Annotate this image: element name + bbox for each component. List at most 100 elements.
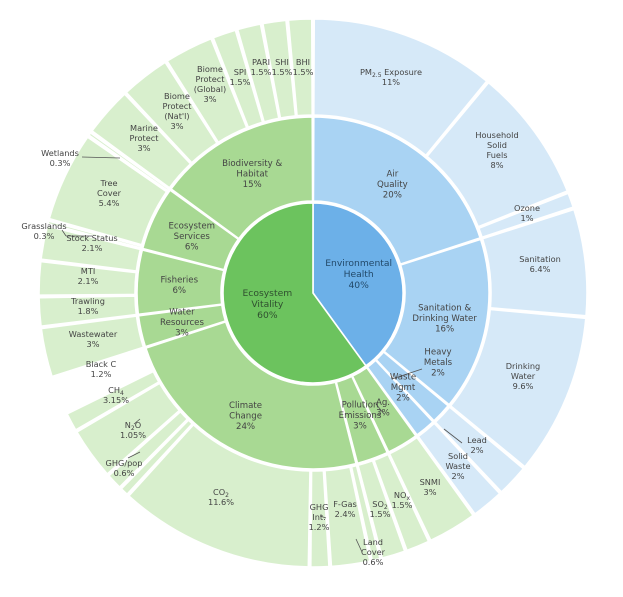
core-segment-eco: [222, 202, 368, 384]
middle-label-es: Ecosystem Services 6%: [169, 221, 215, 252]
middle-label-hm: Heavy Metals 2%: [424, 348, 453, 379]
outer-segment-pm: [312, 18, 488, 157]
outer-label-n2o: N2O 1.05%: [120, 420, 146, 440]
outer-segment-sw: [417, 422, 501, 516]
outer-label-wl: Wetlands 0.3%: [41, 148, 79, 168]
leader-ghg-int: [319, 515, 327, 519]
outer-label-pm: PM2.5 Exposure 11%: [360, 67, 422, 87]
outer-segment-pari: [236, 23, 280, 123]
outer-label-ww: Wastewater 3%: [69, 329, 118, 349]
leader-waste-mgmt: [391, 368, 423, 380]
outer-segment-ghgi: [309, 469, 330, 568]
outer-segment-lc: [350, 464, 381, 562]
outer-label-sa: Sanitation 6.4%: [519, 254, 561, 274]
middle-segment-wr: [137, 304, 227, 348]
middle-label-cc: Climate Change 24%: [229, 401, 262, 432]
outer-segment-hsf: [425, 81, 569, 228]
leader-lines: [61, 156, 463, 553]
core-segment-env: [312, 202, 404, 367]
outer-label-bpn: Biome Protect (Nat'l) 3%: [163, 91, 193, 131]
outer-segment-ch4: [75, 382, 181, 476]
outer-label-lc: Land Cover 0.6%: [361, 537, 386, 567]
outer-label-ch4: CH4 3.15%: [103, 385, 129, 405]
outer-segment-ld: [434, 405, 525, 494]
outer-segment-bpn: [125, 61, 219, 164]
middle-segment-san: [383, 238, 490, 406]
outer-segment-tc: [48, 136, 168, 246]
middle-label-san: Sanitation & Drinking Water 16%: [412, 304, 477, 335]
leader-ghg-pop: [127, 451, 141, 459]
outer-segment-bc: [66, 370, 160, 432]
outer-segment-ss: [40, 225, 142, 272]
outer-label-fg: F-Gas 2.4%: [333, 499, 357, 519]
outer-segment-sa: [481, 208, 588, 317]
core-ring: [222, 202, 404, 384]
outer-label-ss: Stock Status 2.1%: [66, 233, 117, 253]
middle-segment-ag: [351, 366, 417, 453]
outer-segment-shi: [261, 19, 297, 119]
outer-label-sw: Solid Waste 2%: [445, 451, 470, 481]
outer-label-bpg: Biome Protect (Global) 3%: [194, 64, 227, 104]
outer-label-bhi: BHI 1.5%: [293, 57, 314, 77]
outer-label-bc: Black C 1.2%: [86, 359, 117, 379]
outer-label-mp: Marine Protect 3%: [130, 123, 160, 153]
leader-ag: [375, 403, 385, 415]
core-label-env: Environmental Health 40%: [325, 258, 392, 291]
outer-segment-snmi: [388, 436, 475, 542]
outer-label-pari: PARI 1.5%: [251, 57, 272, 77]
outer-label-ghgi: GHG Int. 1.2%: [309, 502, 330, 532]
outer-label-tr: Trawling 1.8%: [70, 296, 105, 316]
middle-label-ag: Ag. 3%: [376, 398, 390, 419]
middle-segment-air: [312, 116, 482, 266]
middle-label-pe: Pollution Emissions 3%: [339, 401, 382, 432]
middle-segment-wm: [366, 359, 435, 437]
outer-segment-ww: [40, 315, 145, 378]
core-label-eco: Ecosystem Vitality 60%: [242, 288, 292, 321]
outer-segment-spi: [212, 29, 264, 129]
outer-label-spi: SPI 1.5%: [230, 67, 251, 87]
outer-label-ld: Lead 2%: [467, 435, 487, 455]
outer-label-snmi: SNMI 3%: [420, 477, 441, 497]
leader-wetlands: [81, 156, 121, 159]
outer-segment-co2: [127, 423, 311, 568]
outer-label-so2: SO2 1.5%: [370, 499, 391, 519]
outer-label-gl: Grasslands 0.3%: [21, 221, 66, 241]
outer-segment-tr: [38, 295, 138, 328]
middle-segment-hm: [375, 350, 450, 422]
middle-segment-bh: [169, 116, 314, 240]
middle-ring: [136, 116, 490, 470]
middle-label-wr: Water Resources 3%: [160, 308, 204, 339]
outer-segment-fg: [324, 466, 371, 568]
middle-segment-pe: [335, 375, 389, 465]
leader-lead: [443, 428, 463, 444]
leader-n2o: [133, 418, 141, 425]
outer-segment-mp: [90, 92, 192, 189]
outer-segment-bpg: [166, 37, 248, 144]
outer-segment-bhi: [287, 18, 314, 117]
middle-label-fi: Fisheries 6%: [160, 275, 198, 296]
middle-segment-fi: [136, 249, 225, 316]
outer-segment-ghgp: [120, 419, 194, 496]
middle-label-air: Air Quality 20%: [377, 169, 408, 200]
segment-labels: Environmental Health 40% Ecosystem Vitality 6…: [21, 57, 560, 567]
outer-segment-gl: [46, 220, 143, 249]
outer-segment-mti: [38, 260, 138, 297]
middle-label-wm: Waste Mgmt 2%: [390, 373, 416, 404]
outer-segment-dw: [449, 308, 587, 468]
outer-ring: [38, 18, 588, 568]
outer-segment-oz: [477, 192, 575, 239]
outer-segment-wl: [87, 131, 170, 192]
middle-segment-es: [141, 189, 240, 271]
middle-label-bh: Biodiversity & Habitat 15%: [222, 159, 282, 190]
outer-label-tc: Tree Cover 5.4%: [97, 178, 122, 208]
leader-land-cover: [355, 538, 363, 553]
outer-label-hsf: Household Solid Fuels 8%: [475, 130, 518, 170]
outer-label-nox: NOx 1.5%: [392, 490, 413, 510]
outer-segment-so2: [357, 459, 406, 560]
middle-segment-cc: [144, 320, 357, 470]
outer-label-co2: CO2 11.6%: [208, 487, 234, 507]
outer-label-dw: Drinking Water 9.6%: [506, 361, 541, 391]
outer-segment-n2o: [107, 410, 189, 489]
